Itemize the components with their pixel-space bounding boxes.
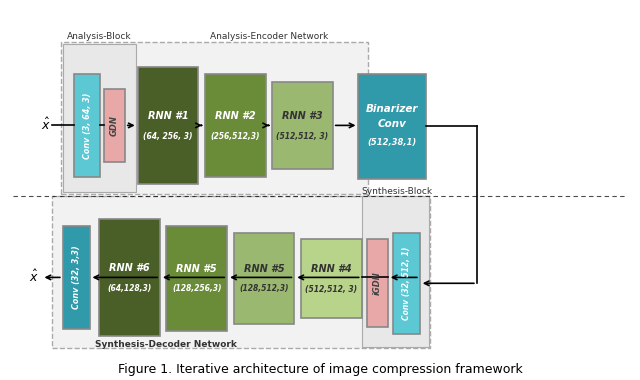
Bar [99,218,160,336]
Bar [393,233,420,334]
Text: Synthesis-Decoder Network: Synthesis-Decoder Network [95,340,237,349]
Bar [63,226,90,329]
Text: (128,256,3): (128,256,3) [172,285,221,293]
Bar [138,66,198,184]
Text: (512,38,1): (512,38,1) [367,138,417,147]
Bar [63,44,136,192]
Text: RNN #5: RNN #5 [177,264,217,274]
Bar [362,196,429,347]
Bar [52,196,430,348]
Text: RNN #2: RNN #2 [215,111,255,121]
Text: Figure 1. Iterative architecture of image compression framework: Figure 1. Iterative architecture of imag… [118,363,522,376]
Text: Binarizer: Binarizer [365,104,419,114]
Text: RNN #4: RNN #4 [311,264,351,274]
Text: $\hat{x}$: $\hat{x}$ [29,269,39,285]
Text: RNN #1: RNN #1 [148,111,188,121]
Bar [74,74,100,177]
Text: Analysis-Block: Analysis-Block [67,32,131,41]
Bar [205,74,266,177]
Bar [367,239,388,327]
Text: iGDN: iGDN [373,271,382,295]
Text: Conv (3, 64, 3): Conv (3, 64, 3) [83,92,92,158]
Text: RNN #6: RNN #6 [109,263,150,273]
Bar [104,89,125,162]
Text: (64, 256, 3): (64, 256, 3) [143,131,193,141]
Text: Synthesis-Block: Synthesis-Block [361,187,433,196]
Text: Analysis-Encoder Network: Analysis-Encoder Network [210,32,328,41]
Text: RNN #5: RNN #5 [244,264,284,274]
Bar [272,82,333,169]
Text: $\hat{x}$: $\hat{x}$ [41,117,51,133]
Text: GDN: GDN [110,115,119,136]
Bar [166,226,227,331]
Bar [301,239,362,318]
Text: (512,512, 3): (512,512, 3) [276,131,328,141]
Text: Conv (32, 3,3): Conv (32, 3,3) [72,245,81,309]
Text: Conv (32, 512, 1): Conv (32, 512, 1) [402,247,411,320]
Bar [358,74,426,179]
Text: (512,512, 3): (512,512, 3) [305,285,357,294]
Text: RNN #3: RNN #3 [282,111,323,121]
Text: (128,512,3): (128,512,3) [239,284,289,293]
Text: (256,512,3): (256,512,3) [211,131,260,141]
Bar [61,42,368,194]
Bar [234,233,294,324]
Text: (64,128,3): (64,128,3) [108,283,152,293]
Text: Conv: Conv [378,119,406,130]
